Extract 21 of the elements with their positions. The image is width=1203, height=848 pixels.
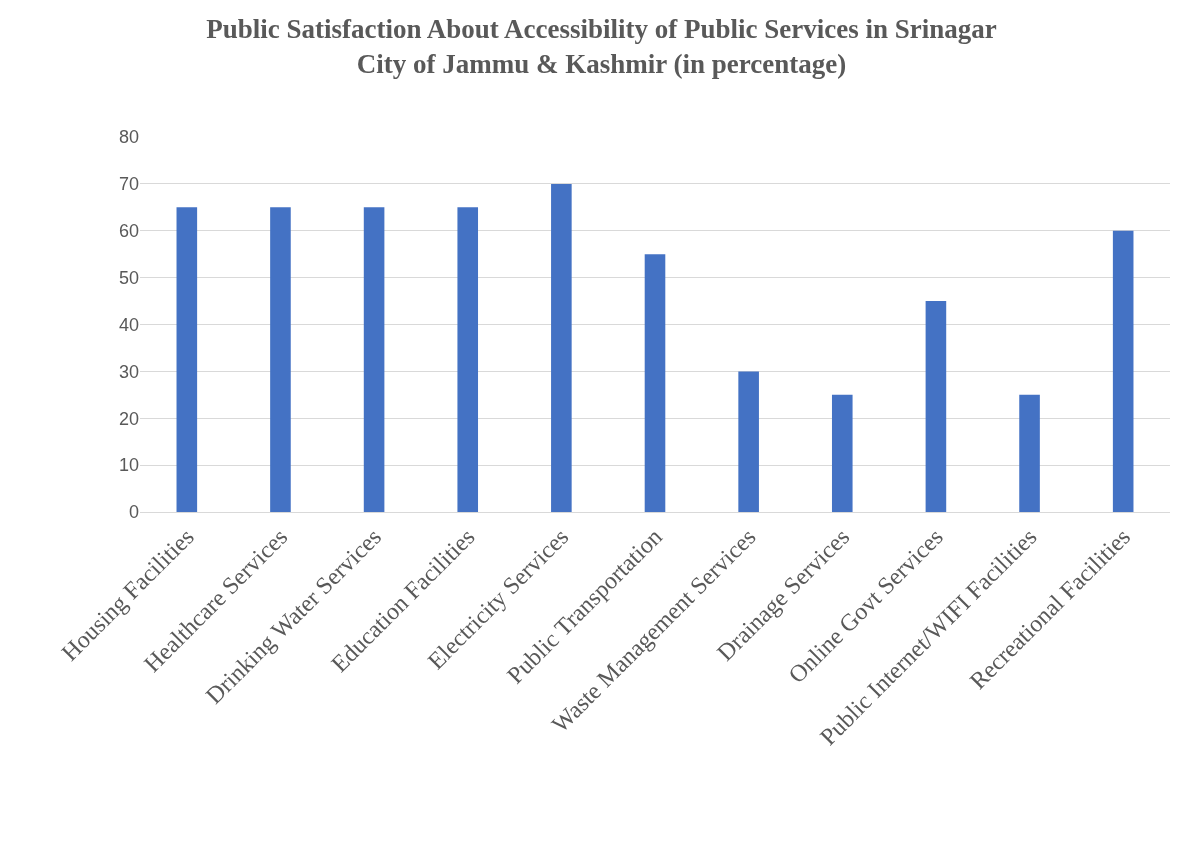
- bar: [551, 183, 572, 512]
- bar: [363, 207, 385, 512]
- y-tick-label: 30: [118, 361, 139, 382]
- bar: [644, 254, 666, 512]
- y-tick-label: 20: [118, 408, 139, 429]
- y-tick-label: 0: [128, 502, 139, 523]
- bar: [270, 207, 291, 512]
- y-tick-label: 70: [118, 174, 139, 195]
- bar: [1112, 230, 1134, 512]
- bar: [1019, 394, 1040, 512]
- chart-title: Public Satisfaction About Accessibility of Public Services in Srinagar City of Jammu & Kashmir (in percentage): [206, 14, 997, 80]
- y-tick-label: 10: [118, 455, 139, 476]
- bar: [457, 207, 479, 512]
- y-tick-label: 40: [118, 314, 139, 335]
- y-tick-label: 50: [118, 267, 139, 288]
- bar: [925, 301, 947, 512]
- y-tick-label: 80: [118, 127, 139, 148]
- y-tick-label: 60: [118, 221, 139, 242]
- bar: [176, 207, 198, 512]
- bar: [831, 394, 853, 512]
- bar: [738, 371, 759, 512]
